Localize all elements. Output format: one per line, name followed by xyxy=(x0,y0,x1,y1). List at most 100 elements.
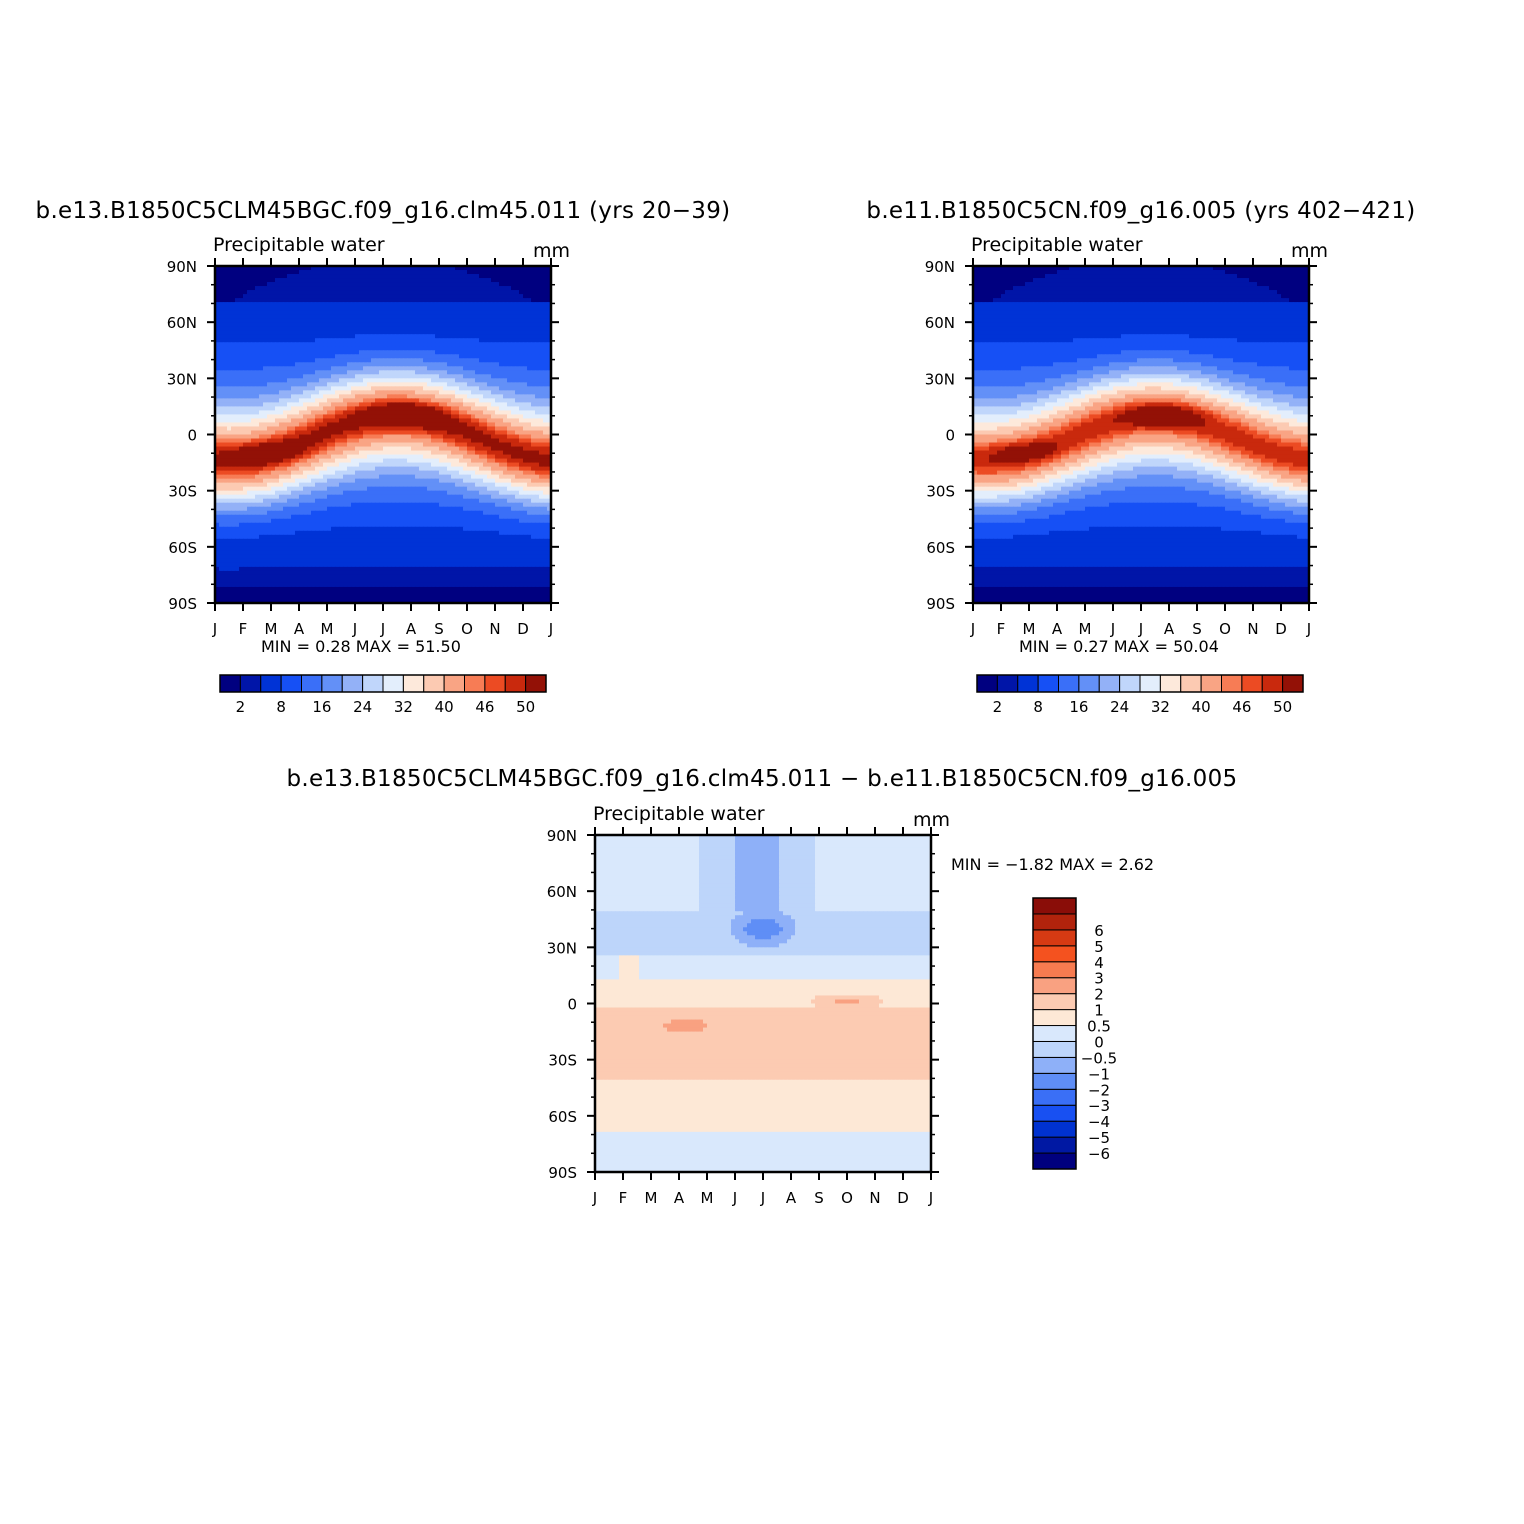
field-cell xyxy=(343,298,348,303)
field-cell xyxy=(467,494,472,500)
field-cell xyxy=(295,494,300,500)
field-cell xyxy=(363,346,368,351)
field-cell xyxy=(247,458,252,464)
field-cell xyxy=(419,414,424,420)
field-cell xyxy=(383,266,388,271)
field-cell xyxy=(311,382,316,387)
field-cell xyxy=(307,418,312,424)
field-cell xyxy=(403,330,408,335)
field-cell xyxy=(395,374,400,379)
field-cell xyxy=(243,310,248,315)
field-cell xyxy=(507,498,512,504)
field-cell xyxy=(491,334,496,339)
field-cell xyxy=(527,266,532,271)
field-cell xyxy=(435,486,440,492)
field-cell xyxy=(399,282,404,287)
field-cell xyxy=(303,498,308,504)
field-cell xyxy=(363,266,368,271)
field-cell xyxy=(407,386,412,391)
field-cell xyxy=(271,382,276,387)
field-cell xyxy=(495,350,500,355)
field-cell xyxy=(467,418,472,424)
field-cell xyxy=(247,486,252,492)
field-cell xyxy=(223,474,228,480)
field-cell xyxy=(391,390,396,395)
field-cell xyxy=(467,274,472,279)
field-cell xyxy=(247,346,252,351)
field-cell xyxy=(451,346,456,351)
field-cell xyxy=(331,458,336,464)
field-cell xyxy=(491,278,496,283)
field-cell xyxy=(255,498,260,504)
field-cell xyxy=(219,342,224,347)
field-cell xyxy=(391,286,396,291)
field-cell xyxy=(363,442,368,448)
field-cell xyxy=(331,442,336,448)
field-cell xyxy=(491,338,496,343)
field-cell xyxy=(347,298,352,303)
field-cell xyxy=(479,346,484,351)
field-cell xyxy=(255,486,260,492)
field-cell xyxy=(375,406,380,412)
field-cell xyxy=(531,494,536,500)
field-cell xyxy=(467,458,472,464)
field-cell xyxy=(311,326,316,331)
field-cell xyxy=(459,290,464,295)
field-cell xyxy=(483,422,488,428)
field-cell xyxy=(463,374,468,379)
field-cell xyxy=(367,350,372,355)
field-cell xyxy=(403,266,408,271)
field-cell xyxy=(471,422,476,428)
field-cell xyxy=(423,366,428,371)
field-cell xyxy=(419,458,424,464)
field-cell xyxy=(235,342,240,347)
field-cell xyxy=(275,354,280,359)
field-cell xyxy=(443,298,448,303)
field-cell xyxy=(327,454,332,460)
field-cell xyxy=(415,354,420,359)
field-cell xyxy=(547,430,552,436)
field-cell xyxy=(439,310,444,315)
field-cell xyxy=(367,426,372,432)
field-cell xyxy=(527,274,532,279)
field-cell xyxy=(503,370,508,375)
field-cell xyxy=(327,494,332,500)
field-cell xyxy=(455,294,460,299)
field-cell xyxy=(343,450,348,456)
field-cell xyxy=(459,490,464,496)
field-cell xyxy=(259,414,264,420)
field-cell xyxy=(439,390,444,395)
field-cell xyxy=(487,474,492,480)
field-cell xyxy=(443,358,448,363)
field-cell xyxy=(383,302,388,307)
field-cell xyxy=(387,454,392,460)
field-cell xyxy=(515,490,520,496)
field-cell xyxy=(467,322,472,327)
field-cell xyxy=(291,298,296,303)
field-cell xyxy=(399,446,404,452)
field-cell xyxy=(239,314,244,319)
field-cell xyxy=(459,362,464,367)
field-cell xyxy=(291,438,296,444)
field-cell xyxy=(283,342,288,347)
field-cell xyxy=(407,446,412,452)
field-cell xyxy=(455,494,460,500)
field-cell xyxy=(287,370,292,375)
field-cell xyxy=(479,458,484,464)
field-cell xyxy=(239,370,244,375)
field-cell xyxy=(307,342,312,347)
field-cell xyxy=(411,326,416,331)
field-cell xyxy=(223,382,228,387)
field-cell xyxy=(375,334,380,339)
field-cell xyxy=(379,410,384,416)
field-cell xyxy=(471,498,476,504)
field-cell xyxy=(503,446,508,452)
field-cell xyxy=(243,382,248,387)
field-cell xyxy=(523,394,528,399)
field-cell xyxy=(383,422,388,428)
field-cell xyxy=(263,390,268,395)
field-cell xyxy=(239,502,244,508)
field-cell xyxy=(275,490,280,496)
field-cell xyxy=(371,362,376,367)
field-cell xyxy=(495,490,500,496)
